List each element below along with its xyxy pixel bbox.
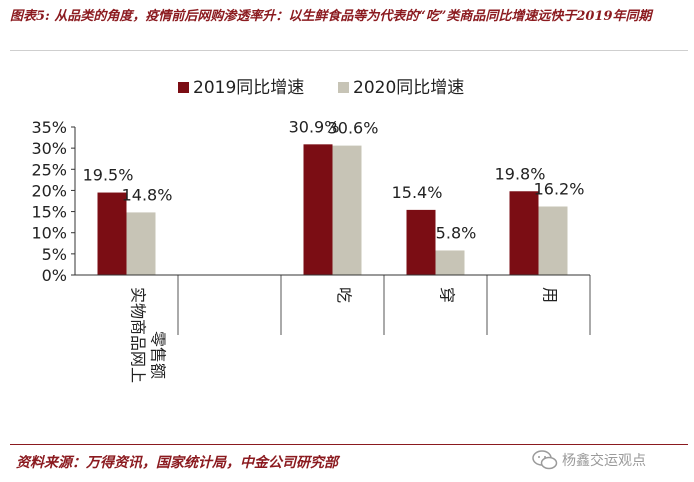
y-tick-label: 35% xyxy=(31,118,67,137)
bar-chart: 2019同比增速 2020同比增速 0% 5% 10% 15% 20% 25% 30% 35% 19… xyxy=(31,78,591,383)
bar xyxy=(97,192,127,275)
watermark-text: 杨鑫交运观点 xyxy=(562,453,646,469)
category-label: 实物商品网上零售额 xyxy=(129,287,168,383)
y-tick-label: 15% xyxy=(31,203,67,222)
wechat-icon xyxy=(532,450,558,470)
legend-swatch xyxy=(178,82,189,93)
bar xyxy=(509,191,539,275)
chart-title: 图表5: 从品类的角度，疫情前后网购渗透率升：以生鲜食品等为代表的“吃”类商品同… xyxy=(10,9,652,24)
bar xyxy=(332,145,362,275)
y-tick-label: 25% xyxy=(31,160,67,179)
data-label: 30.9% xyxy=(289,117,340,136)
category-label: 用 xyxy=(541,287,560,303)
y-tick-label: 0% xyxy=(42,266,67,285)
y-tick-label: 10% xyxy=(31,224,67,243)
category-label: 穿 xyxy=(438,287,457,303)
legend-label: 2019同比增速 xyxy=(193,78,304,98)
bar xyxy=(303,144,333,275)
watermark: 杨鑫交运观点 xyxy=(532,450,646,470)
y-tick-label: 20% xyxy=(31,181,67,200)
y-tick-label: 30% xyxy=(31,139,67,158)
bar xyxy=(435,250,465,275)
title-divider xyxy=(10,50,688,51)
legend-label: 2020同比增速 xyxy=(353,78,464,98)
category-label: 吃 xyxy=(335,287,354,303)
bar xyxy=(538,206,568,275)
data-label: 30.6% xyxy=(328,119,379,138)
data-label: 19.8% xyxy=(495,164,546,183)
source-note: 资料来源：万得资讯，国家统计局，中金公司研究部 xyxy=(16,455,338,471)
source-divider xyxy=(10,444,688,445)
bar xyxy=(406,209,436,275)
data-label: 16.2% xyxy=(534,179,585,198)
data-label: 5.8% xyxy=(436,223,477,242)
data-label: 19.5% xyxy=(83,166,134,185)
legend-swatch xyxy=(338,82,349,93)
y-tick-label: 5% xyxy=(42,245,67,264)
data-label: 15.4% xyxy=(392,183,443,202)
data-label: 14.8% xyxy=(122,185,173,204)
bar xyxy=(126,212,156,275)
